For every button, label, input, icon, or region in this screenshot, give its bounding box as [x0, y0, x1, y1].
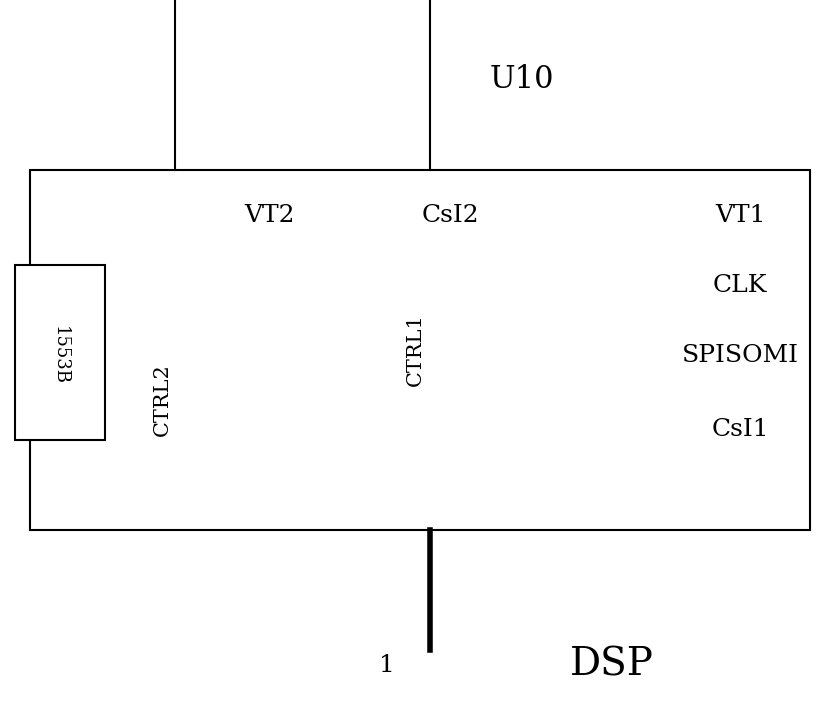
Text: VT1: VT1 — [715, 203, 765, 226]
Bar — [30, 170, 810, 530]
Text: CsI2: CsI2 — [421, 203, 478, 226]
Text: 1: 1 — [379, 654, 395, 676]
Bar — [15, 265, 105, 440]
Text: U10: U10 — [490, 65, 554, 96]
Text: VT2: VT2 — [245, 203, 296, 226]
Text: SPISOMI: SPISOMI — [681, 344, 798, 366]
Text: 1553B: 1553B — [51, 325, 69, 385]
Text: CLK: CLK — [713, 273, 767, 297]
Text: CsI1: CsI1 — [711, 418, 769, 441]
Text: CTRL1: CTRL1 — [406, 314, 424, 387]
Text: CTRL2: CTRL2 — [153, 363, 171, 437]
Text: DSP: DSP — [570, 647, 654, 683]
